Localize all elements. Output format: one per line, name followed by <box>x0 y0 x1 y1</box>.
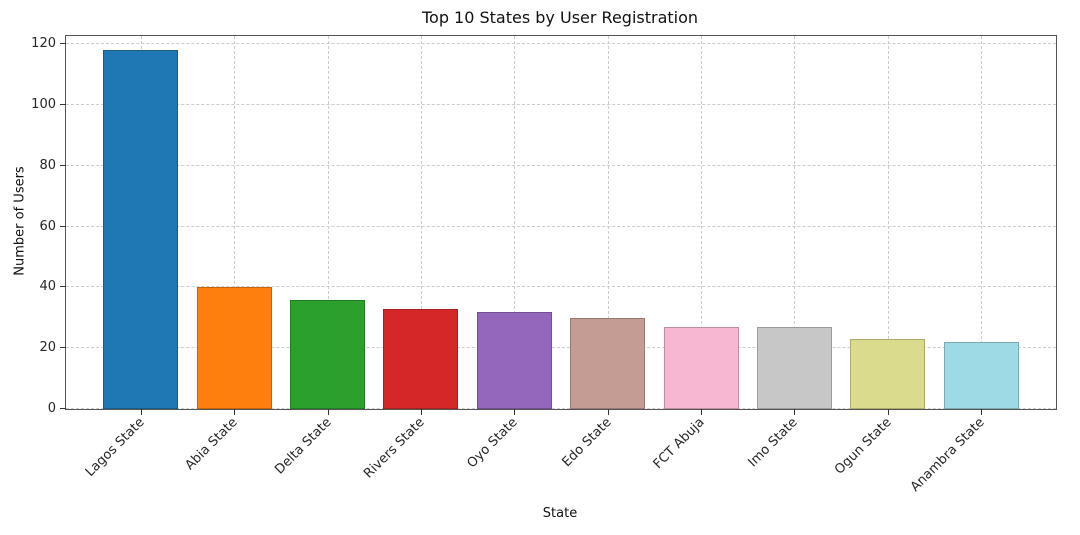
y-tick <box>60 43 66 44</box>
y-tick-label: 120 <box>31 36 56 51</box>
h-gridline <box>66 408 1056 409</box>
h-gridline <box>66 286 1056 288</box>
bar <box>570 317 646 409</box>
x-tick <box>607 409 609 415</box>
y-tick-label: 80 <box>39 157 56 173</box>
bar <box>756 326 832 409</box>
v-gridline <box>981 36 983 409</box>
x-tick <box>514 409 516 415</box>
h-gridline <box>66 103 1056 105</box>
bar <box>850 339 926 409</box>
bar <box>196 287 272 409</box>
y-tick <box>60 347 66 349</box>
bar <box>476 311 552 409</box>
v-gridline <box>420 36 422 409</box>
v-gridline <box>794 36 796 409</box>
bar <box>663 326 739 409</box>
x-tick <box>794 409 796 415</box>
x-axis-label: State <box>542 506 578 521</box>
bar <box>103 50 179 409</box>
x-tick <box>887 409 889 415</box>
bar <box>290 299 365 409</box>
x-tick <box>327 409 329 415</box>
v-gridline <box>327 36 329 409</box>
bar <box>943 342 1019 409</box>
x-tick <box>981 409 983 415</box>
h-gridline <box>66 347 1056 349</box>
y-tick <box>60 286 66 288</box>
chart-title: Top 10 States by User Registration <box>421 8 699 27</box>
y-tick <box>60 103 66 105</box>
y-tick-label: 40 <box>39 279 56 295</box>
bar <box>383 308 459 409</box>
y-tick-label: 100 <box>31 96 56 112</box>
h-gridline <box>66 164 1056 166</box>
h-gridline <box>66 43 1056 44</box>
y-tick-label: 0 <box>47 401 56 416</box>
v-gridline <box>514 36 516 409</box>
plot-area: 0 20 40 60 80 100 120 Lagos State Abia State Delt… <box>31 35 1057 495</box>
v-gridline <box>234 36 236 409</box>
x-tick <box>234 409 236 415</box>
y-tick-label: 60 <box>39 218 56 234</box>
y-tick-label: 20 <box>39 340 56 356</box>
v-gridline <box>701 36 703 409</box>
x-tick <box>701 409 703 415</box>
y-tick <box>60 225 66 227</box>
y-tick <box>60 408 66 409</box>
v-gridline <box>887 36 889 409</box>
y-tick <box>60 164 66 166</box>
x-tick <box>420 409 422 415</box>
x-tick <box>140 409 142 415</box>
v-gridline <box>607 36 609 409</box>
h-gridline <box>66 225 1056 227</box>
